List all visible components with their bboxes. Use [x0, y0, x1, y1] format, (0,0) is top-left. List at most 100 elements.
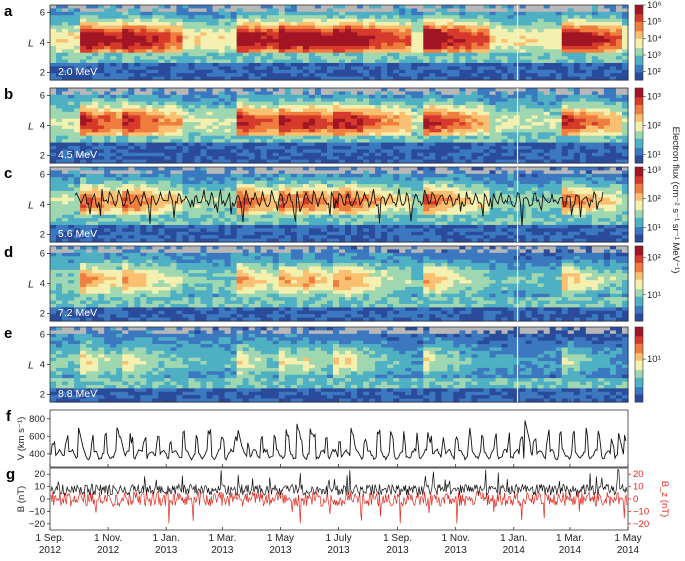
heatmap-cell: [508, 70, 515, 74]
heatmap-cell: [104, 91, 111, 95]
heatmap-cell: [429, 63, 436, 67]
heatmap-cell: [526, 5, 533, 9]
heatmap-cell: [231, 29, 238, 33]
heatmap-cell: [104, 98, 111, 102]
heatmap-cell: [110, 15, 117, 19]
heatmap-cell: [285, 136, 292, 140]
heatmap-cell: [514, 12, 521, 16]
heatmap-cell: [453, 39, 460, 43]
heatmap-cell: [520, 8, 527, 12]
heatmap-cell: [122, 167, 129, 171]
heatmap-cell: [195, 211, 202, 215]
heatmap-cell: [604, 115, 611, 119]
heatmap-cell: [459, 36, 466, 40]
heatmap-cell: [50, 156, 57, 160]
heatmap-cell: [484, 122, 491, 126]
heatmap-cell: [508, 53, 515, 57]
heatmap-cell: [303, 73, 310, 77]
heatmap-cell: [453, 49, 460, 53]
heatmap-cell: [267, 88, 274, 92]
heatmap-cell: [237, 36, 244, 40]
heatmap-cell: [74, 32, 81, 36]
heatmap-cell: [616, 112, 623, 116]
heatmap-cell: [484, 146, 491, 150]
heatmap-cell: [387, 63, 394, 67]
heatmap-cell: [610, 91, 617, 95]
heatmap-cell: [243, 5, 250, 9]
heatmap-cell: [219, 136, 226, 140]
heatmap-cell: [544, 25, 551, 29]
heatmap-cell: [604, 108, 611, 112]
heatmap-cell: [405, 70, 412, 74]
heatmap-cell: [146, 208, 153, 212]
heatmap-cell: [309, 98, 316, 102]
heatmap-cell: [255, 167, 262, 171]
heatmap-cell: [249, 139, 256, 143]
heatmap-cell: [195, 88, 202, 92]
heatmap-cell: [465, 46, 472, 50]
heatmap-cell: [399, 53, 406, 57]
heatmap-cell: [453, 98, 460, 102]
heatmap-cell: [122, 177, 129, 181]
heatmap-cell: [50, 174, 57, 178]
heatmap-cell: [465, 15, 472, 19]
heatmap-cell: [351, 98, 358, 102]
heatmap-cell: [532, 119, 539, 123]
heatmap-cell: [556, 95, 563, 99]
heatmap-cell: [550, 112, 557, 116]
heatmap-cell: [345, 56, 352, 60]
heatmap-cell: [345, 126, 352, 130]
heatmap-cell: [297, 73, 304, 77]
heatmap-cell: [195, 132, 202, 136]
heatmap-cell: [417, 136, 424, 140]
heatmap-cell: [441, 139, 448, 143]
heatmap-cell: [315, 122, 322, 126]
heatmap-cell: [56, 215, 63, 219]
heatmap-cell: [574, 46, 581, 50]
heatmap-cell: [399, 153, 406, 157]
heatmap-cell: [309, 95, 316, 99]
heatmap-cell: [249, 211, 256, 215]
heatmap-cell: [586, 8, 593, 12]
heatmap-cell: [188, 191, 195, 195]
heatmap-cell: [327, 102, 334, 106]
heatmap-cell: [411, 146, 418, 150]
heatmap-cell: [550, 39, 557, 43]
heatmap-cell: [345, 66, 352, 70]
heatmap-cell: [315, 119, 322, 123]
heatmap-cell: [237, 146, 244, 150]
heatmap-cell: [339, 19, 346, 23]
heatmap-cell: [556, 32, 563, 36]
heatmap-cell: [417, 112, 424, 116]
heatmap-cell: [207, 53, 214, 57]
heatmap-cell: [592, 66, 599, 70]
heatmap-cell: [116, 25, 123, 29]
heatmap-cell: [592, 53, 599, 57]
heatmap-cell: [496, 119, 503, 123]
heatmap-cell: [441, 70, 448, 74]
heatmap-cell: [255, 156, 262, 160]
heatmap-cell: [116, 63, 123, 67]
heatmap-cell: [261, 63, 268, 67]
heatmap-cell: [333, 43, 340, 47]
heatmap-cell: [219, 8, 226, 12]
heatmap-cell: [526, 46, 533, 50]
heatmap-cell: [86, 25, 93, 29]
heatmap-cell: [140, 5, 147, 9]
heatmap-cell: [56, 122, 63, 126]
heatmap-cell: [86, 32, 93, 36]
heatmap-cell: [62, 126, 69, 130]
heatmap-cell: [170, 49, 177, 53]
heatmap-cell: [333, 132, 340, 136]
heatmap-cell: [176, 32, 183, 36]
heatmap-cell: [339, 70, 346, 74]
heatmap-cell: [556, 119, 563, 123]
heatmap-cell: [580, 108, 587, 112]
heatmap-cell: [219, 215, 226, 219]
heatmap-cell: [327, 129, 334, 133]
heatmap-cell: [231, 25, 238, 29]
heatmap-cell: [381, 126, 388, 130]
heatmap-cell: [387, 146, 394, 150]
heatmap-cell: [201, 98, 208, 102]
heatmap-cell: [429, 88, 436, 92]
